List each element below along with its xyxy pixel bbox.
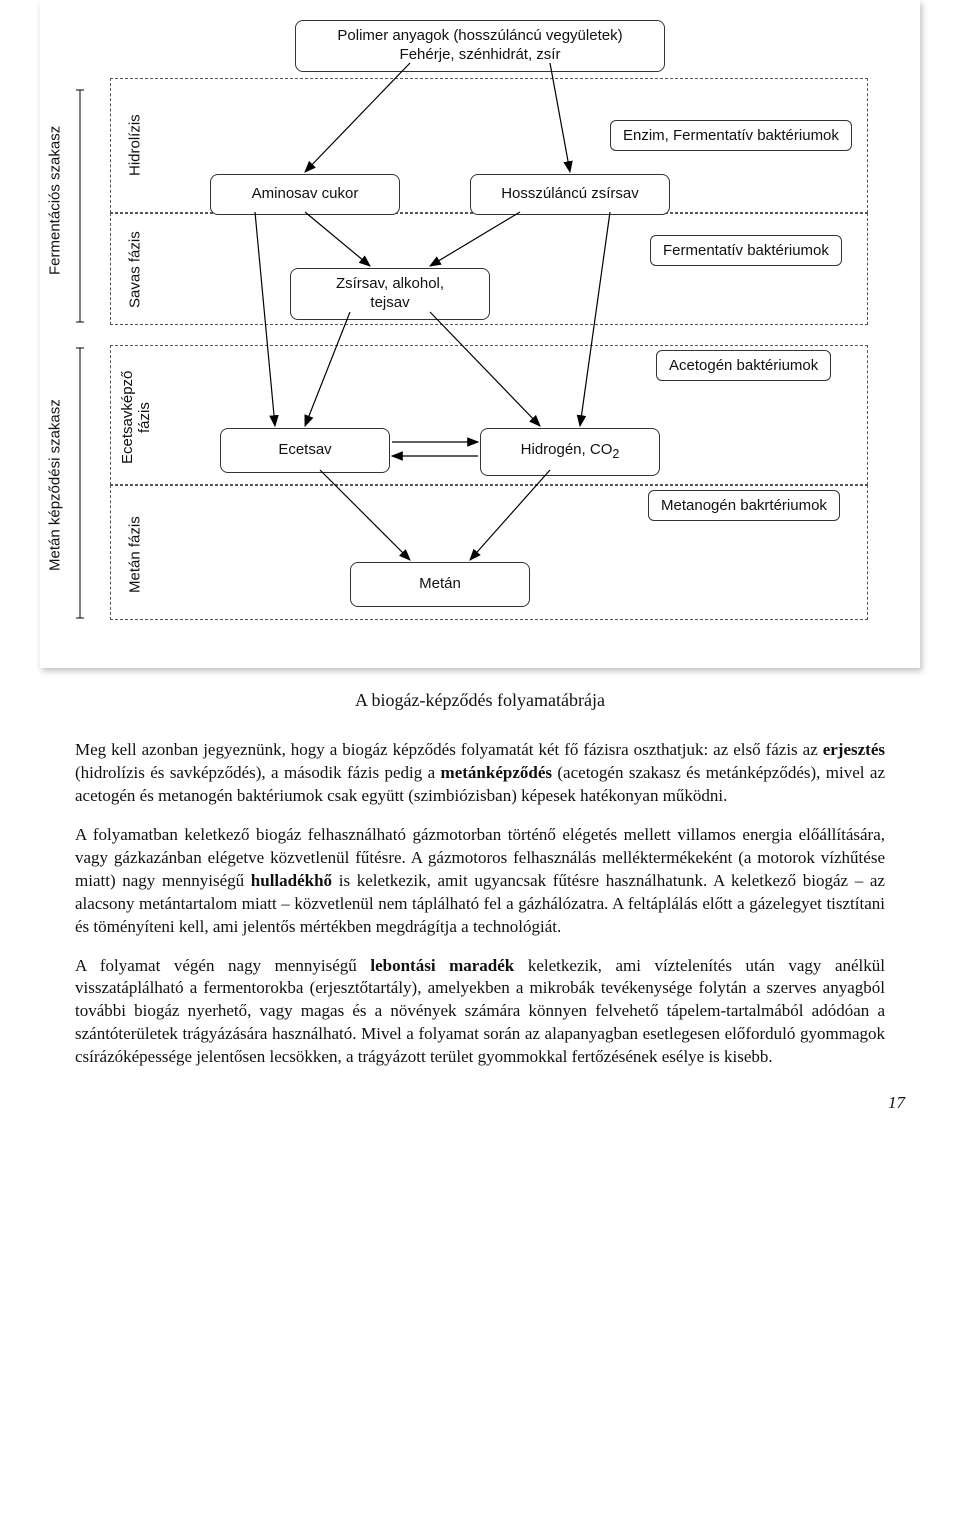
node-ecetsav: Ecetsav <box>220 428 390 473</box>
p3-bold: lebontási maradék <box>370 956 514 975</box>
label-savas: Savas fázis <box>124 220 146 320</box>
node-aminosav: Aminosav cukor <box>210 174 400 215</box>
node-polimer: Polimer anyagok (hosszúláncú vegyületek)… <box>295 20 665 72</box>
p1-bold1: erjesztés <box>823 740 885 759</box>
flowchart-diagram: Fermentációs szakasz Metán képződési sza… <box>50 10 910 650</box>
label-ferm-szakasz: Fermentációs szakasz <box>44 100 66 300</box>
node-polimer-line1: Polimer anyagok (hosszúláncú vegyületek) <box>337 27 622 44</box>
node-alkohol: Zsírsav, alkohol, tejsav <box>290 268 490 320</box>
sidebox-aceto: Acetogén baktériumok <box>656 350 831 381</box>
body-text: Meg kell azonban jegyeznünk, hogy a biog… <box>75 739 885 1069</box>
node-metan: Metán <box>350 562 530 607</box>
node-hidrogen-sub: 2 <box>612 447 619 461</box>
page-number: 17 <box>55 1093 905 1113</box>
sidebox-metano: Metanogén bakrtériumok <box>648 490 840 521</box>
p3a: A folyamat végén nagy mennyiségű <box>75 956 370 975</box>
paragraph-1: Meg kell azonban jegyeznünk, hogy a biog… <box>75 739 885 808</box>
paragraph-3: A folyamat végén nagy mennyiségű lebontá… <box>75 955 885 1070</box>
sidebox-ferm: Fermentatív baktériumok <box>650 235 842 266</box>
p1a: Meg kell azonban jegyeznünk, hogy a biog… <box>75 740 823 759</box>
figure-caption: A biogáz-képződés folyamatábrája <box>0 690 960 711</box>
label-hidrolizis: Hidrolízis <box>124 100 146 190</box>
node-hidrogen-label: Hidrogén, CO <box>521 441 613 458</box>
p2-bold: hulladékhő <box>251 871 332 890</box>
p1-bold2: metánképződés <box>441 763 552 782</box>
label-metan-szakasz: Metán képződési szakasz <box>44 370 66 600</box>
label-ecetsavfazis: Ecetsavképző fázis <box>116 360 156 475</box>
node-alkohol-l1: Zsírsav, alkohol, <box>336 275 444 292</box>
p1c: (hidrolízis és savképződés), a második f… <box>75 763 441 782</box>
sidebox-enzim: Enzim, Fermentatív baktériumok <box>610 120 852 151</box>
node-alkohol-l2: tejsav <box>370 294 409 311</box>
node-hidrogen: Hidrogén, CO2 <box>480 428 660 476</box>
paragraph-2: A folyamatban keletkező biogáz felhaszná… <box>75 824 885 939</box>
node-hosszu-zsirsav: Hosszúláncú zsírsav <box>470 174 670 215</box>
node-polimer-line2: Fehérje, szénhidrát, zsír <box>400 46 561 63</box>
figure-container: Fermentációs szakasz Metán képződési sza… <box>40 0 920 668</box>
label-metanfazis: Metán fázis <box>124 500 146 610</box>
